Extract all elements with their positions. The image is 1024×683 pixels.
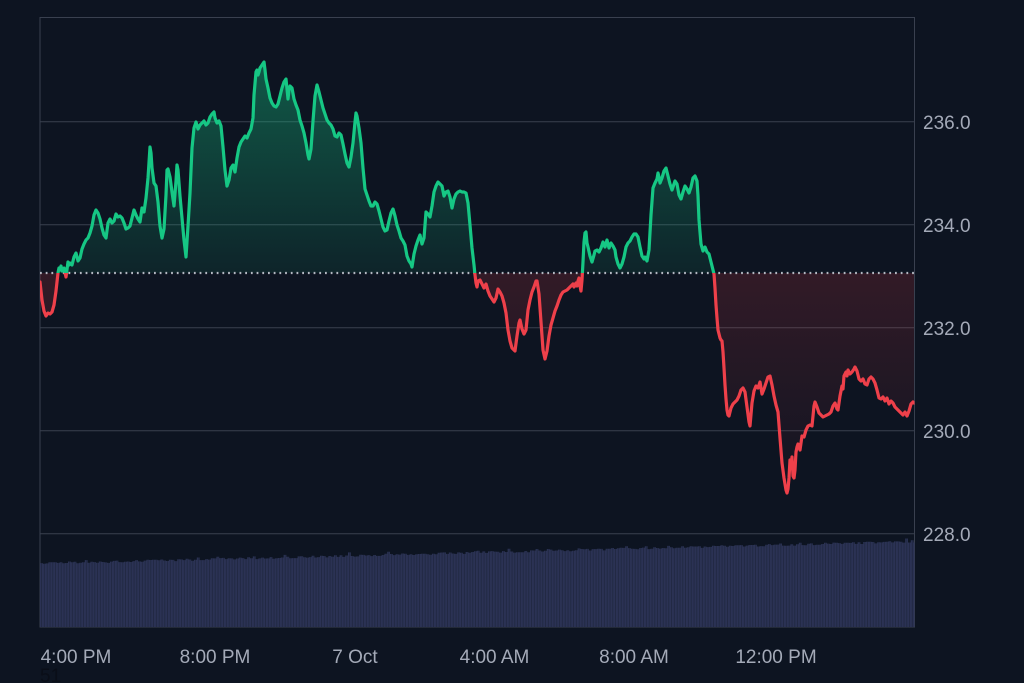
svg-text:7 Oct: 7 Oct bbox=[332, 647, 378, 668]
svg-text:51: 51 bbox=[40, 666, 61, 683]
svg-text:12:00 PM: 12:00 PM bbox=[735, 647, 816, 668]
svg-text:236.0: 236.0 bbox=[923, 113, 971, 134]
svg-text:232.0: 232.0 bbox=[923, 319, 971, 340]
svg-text:4:00 PM: 4:00 PM bbox=[41, 647, 112, 668]
svg-text:228.0: 228.0 bbox=[923, 525, 971, 546]
svg-text:234.0: 234.0 bbox=[923, 216, 971, 237]
svg-text:8:00 AM: 8:00 AM bbox=[599, 647, 669, 668]
svg-text:230.0: 230.0 bbox=[923, 422, 971, 443]
svg-text:8:00 PM: 8:00 PM bbox=[180, 647, 251, 668]
svg-text:4:00 AM: 4:00 AM bbox=[460, 647, 530, 668]
